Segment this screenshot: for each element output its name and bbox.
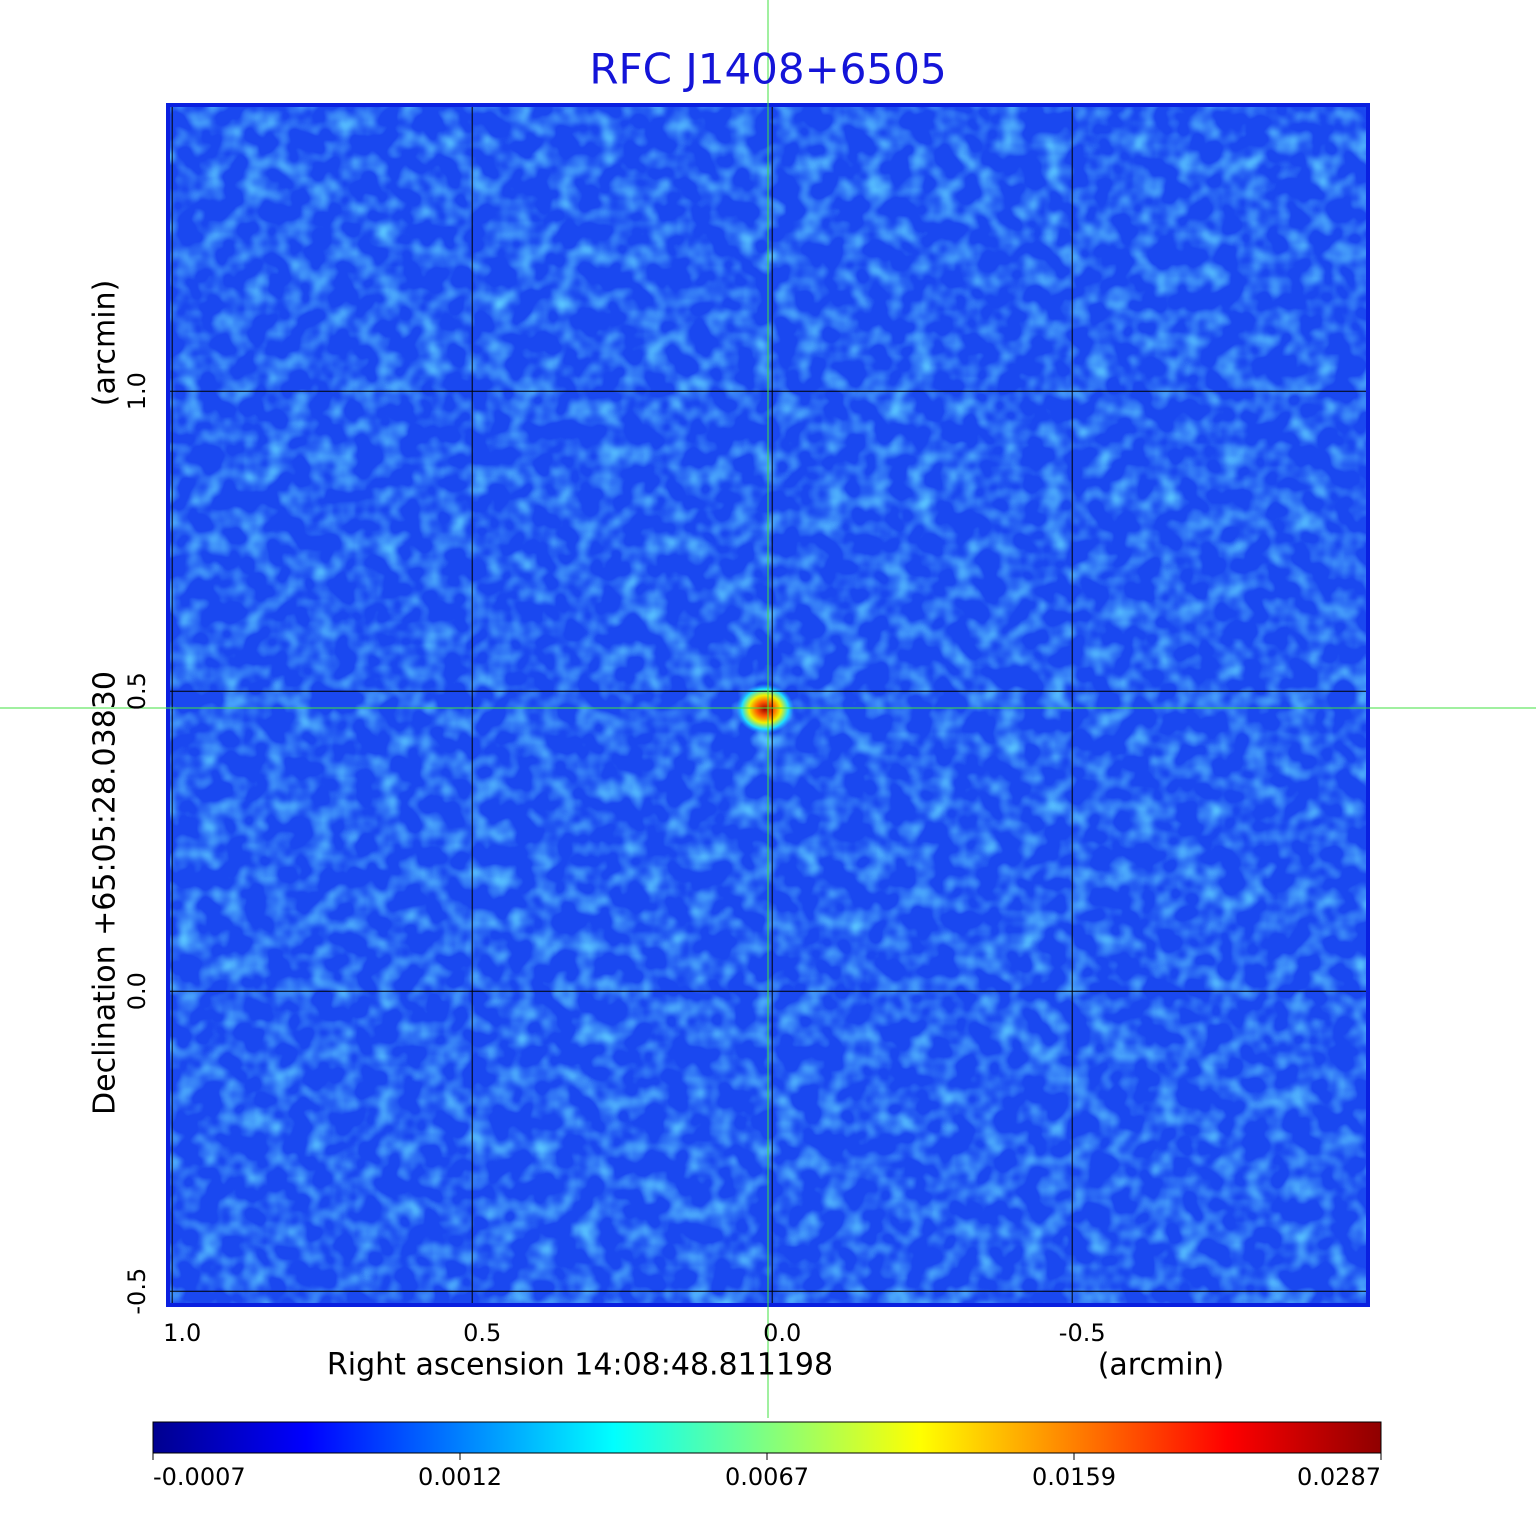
colorbar-tick-label: 0.0159 bbox=[1032, 1463, 1116, 1491]
y-tick-label: -0.5 bbox=[123, 1268, 151, 1315]
colorbar-tick-label: 0.0287 bbox=[1297, 1463, 1381, 1491]
x-tick-label: 0.5 bbox=[463, 1319, 501, 1347]
x-tick-label: 0.0 bbox=[763, 1319, 801, 1347]
x-tick-label: 1.0 bbox=[163, 1319, 201, 1347]
y-axis-unit: (arcmin) bbox=[88, 280, 123, 407]
colorbar-tick-label: 0.0067 bbox=[725, 1463, 809, 1491]
y-tick-label: 1.0 bbox=[123, 372, 151, 410]
source bbox=[736, 684, 794, 734]
chart-title: RFC J1408+6505 bbox=[589, 45, 946, 94]
colorbar bbox=[152, 1421, 1382, 1454]
y-tick-label: 0.0 bbox=[123, 972, 151, 1010]
colorbar-tick-label: 0.0012 bbox=[418, 1463, 502, 1491]
y-tick-label: 0.5 bbox=[123, 672, 151, 710]
colorbar-tick-label: -0.0007 bbox=[153, 1463, 246, 1491]
x-tick-label: -0.5 bbox=[1059, 1319, 1106, 1347]
y-axis-label: Declination +65:05:28.03830 bbox=[88, 671, 123, 1115]
x-axis-unit: (arcmin) bbox=[1098, 1348, 1225, 1383]
x-axis-label: Right ascension 14:08:48.811198 bbox=[327, 1348, 833, 1383]
